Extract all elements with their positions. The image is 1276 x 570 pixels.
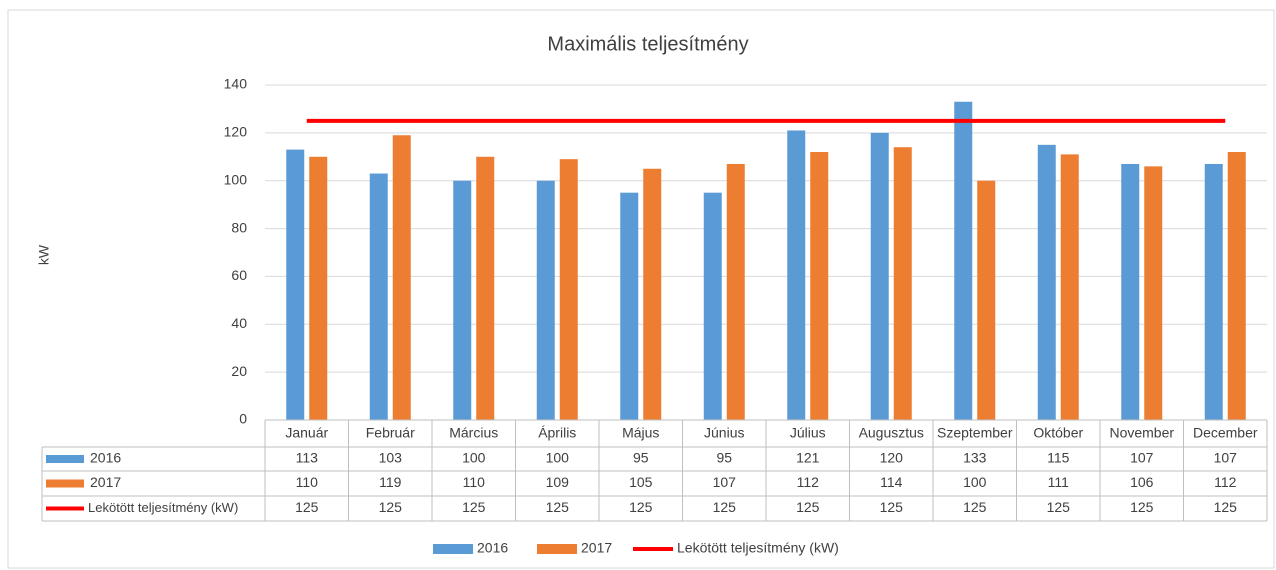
bar: [1037, 144, 1056, 421]
bar: [954, 101, 973, 420]
table-series-name: 2017: [90, 474, 121, 490]
table-value: 121: [796, 450, 820, 466]
bar: [787, 130, 806, 420]
bar: [1227, 152, 1246, 420]
x-tick-label: Szeptember: [937, 425, 1013, 441]
table-value: 133: [963, 450, 987, 466]
bar: [559, 159, 578, 420]
table-value: 125: [713, 499, 737, 515]
y-tick-label: 100: [224, 171, 248, 187]
legend-key: [433, 544, 473, 554]
table-value: 106: [1130, 474, 1154, 490]
table-value: 107: [713, 474, 737, 490]
x-tick-label: Augusztus: [859, 425, 924, 441]
table-value: 100: [546, 450, 570, 466]
table-value: 125: [379, 499, 403, 515]
table-value: 100: [462, 450, 486, 466]
table-value: 115: [1047, 450, 1070, 466]
y-tick-label: 0: [239, 411, 247, 427]
table-value: 113: [296, 450, 319, 466]
table-value: 95: [716, 450, 732, 466]
legend-key: [46, 479, 84, 488]
table-value: 125: [462, 499, 486, 515]
bar: [643, 168, 662, 420]
y-tick-label: 140: [224, 76, 248, 92]
table-value: 125: [295, 499, 319, 515]
table-value: 119: [379, 474, 402, 490]
bar: [286, 149, 305, 420]
table-value: 105: [629, 474, 653, 490]
bar: [1204, 163, 1223, 420]
table-value: 125: [963, 499, 987, 515]
legend-label: Lekötött teljesítmény (kW): [677, 540, 839, 556]
bar: [536, 180, 555, 420]
x-tick-label: Január: [285, 425, 328, 441]
bar: [309, 156, 328, 421]
table-value: 95: [633, 450, 649, 466]
table-value: 110: [463, 474, 486, 490]
table-value: 125: [796, 499, 820, 515]
legend-key: [46, 455, 84, 463]
table-value: 110: [296, 474, 319, 490]
bar: [977, 180, 996, 420]
legend-key: [537, 544, 577, 554]
table-value: 103: [379, 450, 403, 466]
y-tick-label: 60: [231, 267, 247, 283]
bar: [810, 152, 829, 420]
chart-title: Maximális teljesítmény: [547, 33, 748, 55]
table-value: 120: [880, 450, 904, 466]
bar: [726, 163, 745, 420]
legend-label: 2017: [581, 540, 612, 556]
table-value: 125: [1130, 499, 1154, 515]
x-tick-label: Október: [1033, 425, 1083, 441]
x-tick-label: Június: [704, 425, 744, 441]
y-tick-label: 20: [231, 363, 247, 379]
bar: [476, 156, 495, 421]
table-value: 109: [546, 474, 570, 490]
table-value: 114: [880, 474, 903, 490]
table-value: 125: [546, 499, 570, 515]
bar: [392, 135, 411, 420]
bar: [1121, 163, 1140, 420]
y-axis-label: kW: [36, 244, 52, 265]
bar: [1060, 154, 1079, 420]
y-tick-label: 120: [224, 124, 248, 140]
x-tick-label: Május: [622, 425, 659, 441]
x-tick-label: Március: [449, 425, 498, 441]
bar: [893, 147, 912, 420]
bar: [703, 192, 722, 420]
table-value: 112: [797, 474, 820, 490]
legend-label: 2016: [477, 540, 508, 556]
y-tick-label: 40: [231, 315, 247, 331]
x-tick-label: December: [1193, 425, 1258, 441]
table-series-name: Lekötött teljesítmény (kW): [88, 500, 238, 515]
bar: [620, 192, 639, 420]
bar: [369, 173, 388, 420]
table-value: 125: [629, 499, 653, 515]
table-value: 107: [1214, 450, 1238, 466]
bar: [453, 180, 472, 420]
table-value: 111: [1048, 474, 1069, 490]
x-tick-label: Február: [366, 425, 415, 441]
table-value: 112: [1214, 474, 1237, 490]
table-value: 107: [1130, 450, 1154, 466]
bar: [870, 132, 889, 420]
table-series-name: 2016: [90, 450, 121, 466]
x-tick-label: Július: [790, 425, 826, 441]
table-value: 125: [1214, 499, 1238, 515]
x-tick-label: Április: [538, 425, 576, 441]
table-value: 125: [880, 499, 904, 515]
bar: [1144, 166, 1163, 420]
x-tick-label: November: [1109, 425, 1174, 441]
table-value: 100: [963, 474, 987, 490]
table-value: 125: [1047, 499, 1071, 515]
y-tick-label: 80: [231, 219, 247, 235]
